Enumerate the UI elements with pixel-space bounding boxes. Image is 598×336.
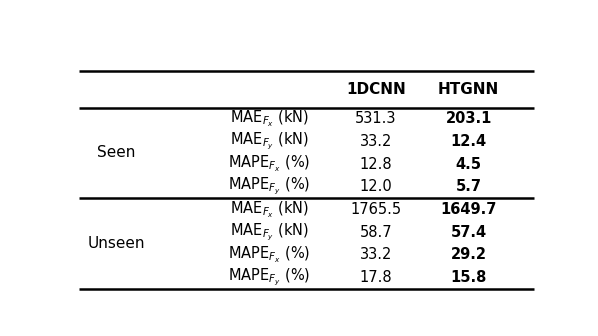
Text: MAE$_{F_x}$ (kN): MAE$_{F_x}$ (kN) [230, 109, 309, 129]
Text: 5.7: 5.7 [456, 179, 481, 194]
Text: MAE$_{F_y}$ (kN): MAE$_{F_y}$ (kN) [230, 131, 309, 152]
Text: 57.4: 57.4 [451, 224, 487, 240]
Text: 4.5: 4.5 [456, 157, 481, 172]
Text: 12.8: 12.8 [359, 157, 392, 172]
Text: 15.8: 15.8 [450, 270, 487, 285]
Text: 1765.5: 1765.5 [350, 202, 401, 217]
Text: 12.4: 12.4 [451, 134, 487, 149]
Text: 1DCNN: 1DCNN [346, 82, 406, 97]
Text: MAPE$_{F_y}$ (%): MAPE$_{F_y}$ (%) [228, 176, 310, 197]
Text: 203.1: 203.1 [446, 112, 492, 126]
Text: HTGNN: HTGNN [438, 82, 499, 97]
Text: 531.3: 531.3 [355, 112, 396, 126]
Text: 58.7: 58.7 [359, 224, 392, 240]
Text: Seen: Seen [97, 145, 136, 160]
Text: 17.8: 17.8 [359, 270, 392, 285]
Text: 12.0: 12.0 [359, 179, 392, 194]
Text: 33.2: 33.2 [360, 134, 392, 149]
Text: MAE$_{F_y}$ (kN): MAE$_{F_y}$ (kN) [230, 221, 309, 243]
Text: 33.2: 33.2 [360, 247, 392, 262]
Text: MAE$_{F_x}$ (kN): MAE$_{F_x}$ (kN) [230, 199, 309, 220]
Text: MAPE$_{F_x}$ (%): MAPE$_{F_x}$ (%) [228, 154, 310, 174]
Text: 1649.7: 1649.7 [441, 202, 497, 217]
Text: Unseen: Unseen [88, 236, 145, 251]
Text: MAPE$_{F_x}$ (%): MAPE$_{F_x}$ (%) [228, 244, 310, 265]
Text: MAPE$_{F_y}$ (%): MAPE$_{F_y}$ (%) [228, 267, 310, 288]
Text: 29.2: 29.2 [451, 247, 487, 262]
